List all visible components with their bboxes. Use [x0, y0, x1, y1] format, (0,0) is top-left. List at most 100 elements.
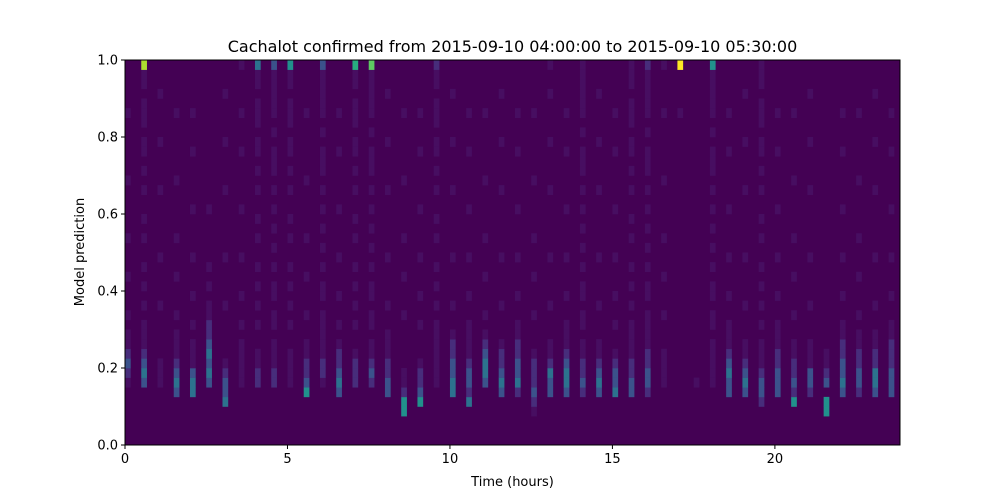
heatmap-cell — [336, 108, 342, 119]
heatmap-cell — [319, 204, 326, 215]
x-tick-label: 5 — [283, 452, 291, 467]
heatmap-cell — [222, 358, 229, 369]
heatmap-cell — [417, 377, 424, 388]
heatmap-cell — [125, 329, 131, 340]
heatmap-cell — [319, 98, 326, 109]
heatmap-cell — [888, 329, 895, 340]
heatmap-cell — [189, 291, 196, 301]
heatmap-cell — [661, 175, 667, 186]
heatmap-cell — [206, 348, 212, 359]
heatmap-cell — [531, 271, 537, 282]
heatmap-cell — [579, 223, 586, 234]
heatmap-cell — [141, 117, 147, 128]
heatmap-cell — [352, 319, 359, 330]
heatmap-cell — [563, 291, 570, 301]
heatmap-cell — [579, 291, 586, 301]
heatmap-cell — [319, 185, 326, 196]
heatmap-cell — [157, 252, 164, 263]
heatmap-cell — [319, 319, 326, 330]
heatmap-cell — [271, 223, 277, 234]
heatmap-cell — [563, 252, 570, 263]
heatmap-cell — [563, 368, 570, 378]
heatmap-cell — [336, 291, 342, 301]
heatmap-cell — [287, 60, 294, 70]
heatmap-cell — [352, 98, 359, 109]
heatmap-cell — [531, 310, 537, 321]
heatmap-cell — [596, 339, 602, 350]
heatmap-cell — [498, 300, 505, 311]
heatmap-cell — [579, 281, 586, 292]
heatmap-cell — [563, 329, 570, 340]
heatmap-cell — [319, 223, 326, 234]
heatmap-cell — [628, 98, 635, 109]
heatmap-cell — [254, 281, 261, 292]
heatmap-cell — [417, 252, 424, 263]
heatmap-cell — [596, 185, 602, 196]
heatmap-cell — [303, 233, 310, 244]
heatmap-cell — [189, 377, 196, 388]
heatmap-cell — [628, 368, 635, 378]
heatmap-cell — [206, 204, 212, 215]
heatmap-cell — [271, 291, 277, 301]
heatmap-cell — [726, 329, 732, 340]
heatmap-cell — [352, 214, 359, 224]
heatmap-cell — [238, 348, 245, 359]
heatmap-cell — [336, 387, 342, 398]
heatmap-cell — [709, 204, 716, 215]
heatmap-cell — [839, 358, 846, 369]
heatmap-cell — [254, 377, 261, 388]
heatmap-cell — [254, 233, 261, 244]
x-axis-label: Time (hours) — [470, 475, 554, 490]
heatmap-cell — [271, 204, 277, 215]
heatmap-cell — [141, 146, 147, 157]
heatmap-cell — [189, 252, 196, 263]
heatmap-cell — [206, 358, 212, 369]
heatmap-cell — [368, 242, 375, 253]
heatmap-cell — [628, 185, 635, 196]
heatmap-cell — [498, 252, 505, 263]
heatmap-cell — [612, 358, 619, 369]
heatmap-cell — [222, 185, 229, 196]
heatmap-cell — [271, 108, 277, 119]
heatmap-cell — [157, 358, 164, 369]
heatmap-cell — [742, 185, 749, 196]
heatmap-cell — [433, 214, 440, 224]
heatmap-cell — [482, 271, 489, 282]
heatmap-cell — [726, 146, 732, 157]
heatmap-cell — [563, 377, 570, 388]
heatmap-cell — [644, 329, 651, 340]
heatmap-cell — [726, 108, 732, 119]
heatmap-cell — [336, 146, 342, 157]
heatmap-cell — [709, 60, 716, 70]
heatmap-cell — [774, 329, 781, 340]
heatmap-cell — [141, 137, 147, 147]
heatmap-cell — [628, 329, 635, 340]
heatmap-cell — [823, 358, 830, 369]
heatmap-cell — [791, 387, 797, 398]
heatmap-cell — [644, 291, 651, 301]
heatmap-cell — [173, 175, 180, 186]
heatmap-cell — [644, 223, 651, 234]
heatmap-cell — [547, 137, 554, 147]
heatmap-cell — [661, 348, 667, 359]
heatmap-cell — [807, 348, 814, 359]
heatmap-cell — [173, 368, 180, 378]
heatmap-cell — [628, 348, 635, 359]
heatmap-cell — [271, 146, 277, 157]
heatmap-cell — [271, 348, 277, 359]
heatmap-cell — [368, 377, 375, 388]
heatmap-cell — [287, 98, 294, 109]
heatmap-cell — [514, 339, 521, 350]
heatmap-cell — [579, 79, 586, 90]
heatmap-cell — [514, 358, 521, 369]
heatmap-cell — [352, 300, 359, 311]
heatmap-cell — [661, 358, 667, 369]
heatmap-cell — [368, 348, 375, 359]
heatmap-cell — [531, 396, 537, 407]
heatmap-cell — [547, 339, 554, 350]
heatmap-cell — [271, 98, 277, 109]
heatmap-cell — [709, 348, 716, 359]
heatmap-cell — [254, 137, 261, 147]
heatmap-cell — [368, 358, 375, 369]
heatmap-cell — [173, 233, 180, 244]
